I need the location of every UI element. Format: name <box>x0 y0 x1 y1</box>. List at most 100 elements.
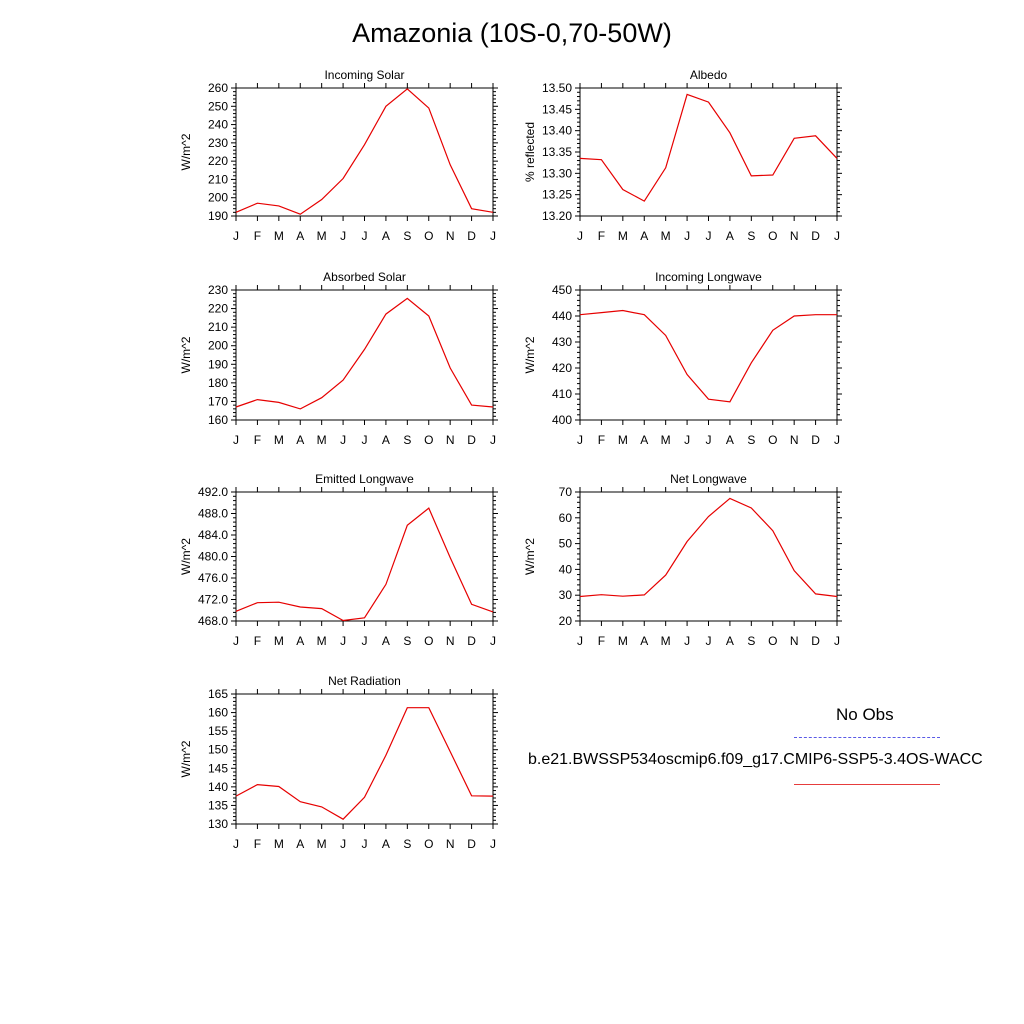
chart-title: Net Longwave <box>670 472 747 486</box>
x-tick-label: F <box>254 433 261 447</box>
x-tick-label: S <box>403 634 411 648</box>
x-tick-label: M <box>274 433 284 447</box>
y-tick-label: 135 <box>208 798 228 812</box>
plot-frame <box>235 87 494 217</box>
y-axis-label: W/m^2 <box>523 336 537 373</box>
chart-title: Net Radiation <box>328 674 401 688</box>
x-tick-label: S <box>403 433 411 447</box>
x-tick-label: F <box>598 634 605 648</box>
x-tick-label: D <box>811 229 820 243</box>
y-tick-label: 13.20 <box>542 209 572 223</box>
y-tick-label: 220 <box>208 302 228 316</box>
x-tick-label: F <box>598 229 605 243</box>
y-tick-label: 13.25 <box>542 188 572 202</box>
y-tick-label: 13.40 <box>542 124 572 138</box>
x-tick-label: M <box>618 433 628 447</box>
x-tick-label: J <box>834 433 840 447</box>
x-tick-label: J <box>233 837 239 851</box>
x-tick-label: O <box>424 433 433 447</box>
x-tick-label: S <box>747 229 755 243</box>
x-tick-label: D <box>467 433 476 447</box>
y-tick-label: 250 <box>208 99 228 113</box>
y-tick-label: 13.50 <box>542 81 572 95</box>
x-tick-label: F <box>254 634 261 648</box>
y-tick-label: 480.0 <box>198 550 228 564</box>
x-tick-label: J <box>233 433 239 447</box>
x-tick-label: J <box>340 634 346 648</box>
y-tick-label: 430 <box>552 335 572 349</box>
x-tick-label: D <box>811 634 820 648</box>
x-tick-label: J <box>362 634 368 648</box>
x-tick-label: J <box>490 837 496 851</box>
x-tick-label: J <box>706 229 712 243</box>
x-tick-label: A <box>382 634 390 648</box>
plot-frame <box>235 693 494 825</box>
y-axis-label: W/m^2 <box>179 133 193 170</box>
y-tick-label: 160 <box>208 706 228 720</box>
x-tick-label: D <box>467 837 476 851</box>
x-tick-label: S <box>747 433 755 447</box>
x-tick-label: S <box>747 634 755 648</box>
y-tick-label: 20 <box>559 614 573 628</box>
chart-title: Incoming Solar <box>324 68 404 82</box>
x-tick-label: A <box>640 433 648 447</box>
y-axis-label: W/m^2 <box>179 538 193 575</box>
x-tick-label: A <box>382 837 390 851</box>
series-line <box>235 707 494 820</box>
x-tick-label: M <box>661 229 671 243</box>
y-tick-label: 200 <box>208 339 228 353</box>
x-tick-label: J <box>362 433 368 447</box>
series-line <box>579 309 837 403</box>
x-tick-label: A <box>296 229 304 243</box>
x-tick-label: J <box>684 229 690 243</box>
x-tick-label: A <box>296 634 304 648</box>
plot-frame <box>579 491 838 622</box>
x-tick-label: N <box>790 433 799 447</box>
x-tick-label: N <box>446 433 455 447</box>
y-axis-label: W/m^2 <box>179 336 193 373</box>
y-tick-label: 260 <box>208 81 228 95</box>
chart-title: Incoming Longwave <box>655 270 762 284</box>
x-tick-label: N <box>446 229 455 243</box>
chart-panel-3: Absorbed Solar W/m^2 160 170 180 190 200 210 220… <box>179 270 498 447</box>
x-tick-label: J <box>490 634 496 648</box>
x-tick-label: J <box>577 229 583 243</box>
x-tick-label: O <box>424 229 433 243</box>
series-line <box>235 507 494 622</box>
legend-run-label: b.e21.BWSSP534oscmip6.f09_g17.CMIP6-SSP5… <box>528 751 983 768</box>
x-tick-label: J <box>340 837 346 851</box>
x-tick-label: A <box>296 837 304 851</box>
x-tick-label: N <box>446 634 455 648</box>
chart-title: Emitted Longwave <box>315 472 414 486</box>
x-tick-label: A <box>726 634 734 648</box>
y-tick-label: 220 <box>208 154 228 168</box>
x-tick-label: A <box>296 433 304 447</box>
x-tick-label: A <box>382 433 390 447</box>
x-tick-label: M <box>661 433 671 447</box>
x-tick-label: O <box>424 837 433 851</box>
x-tick-label: J <box>490 229 496 243</box>
x-tick-label: A <box>382 229 390 243</box>
x-tick-label: J <box>706 433 712 447</box>
x-tick-label: J <box>362 837 368 851</box>
chart-title: Absorbed Solar <box>323 270 406 284</box>
y-tick-label: 190 <box>208 357 228 371</box>
y-tick-label: 484.0 <box>198 528 228 542</box>
chart-title: Albedo <box>690 68 728 82</box>
x-tick-label: A <box>726 229 734 243</box>
x-tick-label: M <box>317 433 327 447</box>
y-tick-label: 230 <box>208 136 228 150</box>
series-line <box>235 297 494 410</box>
x-tick-label: M <box>618 229 628 243</box>
x-tick-label: N <box>446 837 455 851</box>
x-tick-label: M <box>317 634 327 648</box>
chart-panel-4: Incoming Longwave W/m^2 400 410 420 430 440 450… <box>523 270 842 447</box>
y-tick-label: 210 <box>208 320 228 334</box>
legend-obs-label: No Obs <box>836 705 894 724</box>
y-tick-label: 70 <box>559 485 573 499</box>
x-tick-label: J <box>233 229 239 243</box>
y-tick-label: 140 <box>208 780 228 794</box>
x-tick-label: J <box>834 229 840 243</box>
legend-obs-line <box>794 737 940 738</box>
